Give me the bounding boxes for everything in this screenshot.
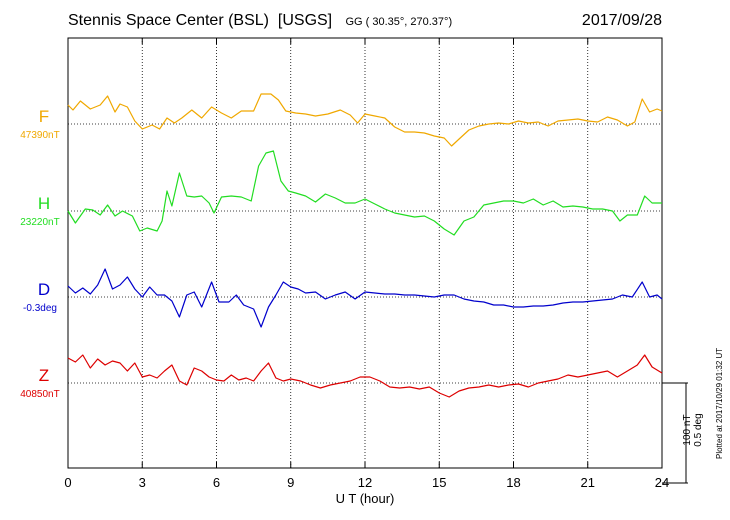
- x-tick-label: 6: [213, 475, 220, 490]
- series-line-d: [67, 268, 663, 328]
- baseline-value-z: 40850nT: [20, 389, 59, 400]
- agency-label: [USGS]: [277, 12, 333, 29]
- x-tick-label: 18: [506, 475, 520, 490]
- plotted-at-label: Plotted at 2017/10/29 01:32 UT: [715, 348, 724, 459]
- x-tick-label: 12: [358, 475, 372, 490]
- baseline-value-d: -0.3deg: [23, 303, 57, 314]
- x-tick-label: 21: [581, 475, 595, 490]
- station-name: Stennis Space Center (BSL): [68, 12, 269, 29]
- x-tick-label: 15: [432, 475, 446, 490]
- x-tick-label: 3: [139, 475, 146, 490]
- series-line-z: [67, 354, 663, 398]
- scale-bar-label-deg: 0.5 deg: [693, 413, 704, 446]
- series-name-z: Z: [39, 366, 49, 385]
- scale-bar-label-nt: 100 nT: [682, 414, 693, 445]
- series-name-f: F: [39, 107, 49, 126]
- labels-layer: F 47390nT H 23220nT D -0.3deg Z 40850nT: [20, 107, 59, 400]
- x-tick-label: 0: [64, 475, 71, 490]
- series-line-f: [67, 93, 663, 147]
- plot-frame: [67, 37, 663, 469]
- series-layer: [67, 93, 663, 398]
- series-line-h: [67, 150, 662, 236]
- baseline-value-h: 23220nT: [20, 217, 59, 228]
- x-axis: 0 3 6 9 12 15 18 21 24U T (hour): [64, 38, 669, 506]
- header-station: Stennis Space Center (BSL) [USGS] GG ( 3…: [68, 12, 452, 30]
- plot-date: 2017/09/28: [581, 12, 662, 29]
- grid: [68, 38, 662, 468]
- scale-bar: 100 nT 0.5 deg: [662, 382, 704, 484]
- coordinates-label: GG ( 30.35°, 270.37°): [345, 16, 453, 28]
- baseline-value-f: 47390nT: [20, 130, 59, 141]
- x-tick-label: 9: [287, 475, 294, 490]
- x-axis-label: U T (hour): [336, 491, 395, 506]
- series-name-d: D: [38, 280, 50, 299]
- series-name-h: H: [38, 194, 50, 213]
